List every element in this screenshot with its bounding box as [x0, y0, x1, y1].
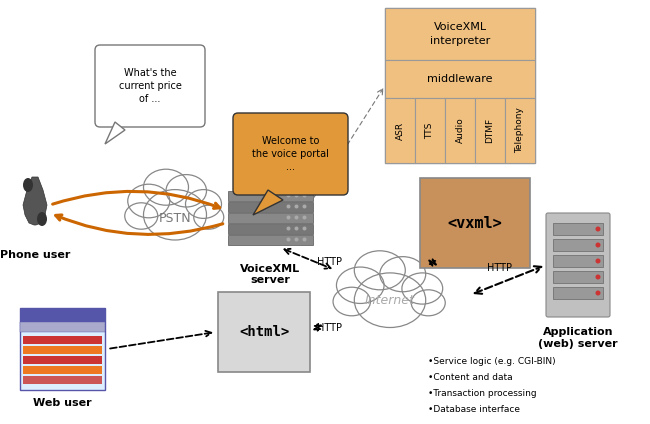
Text: DTMF: DTMF	[486, 118, 495, 143]
Text: HTTP: HTTP	[317, 257, 343, 267]
Circle shape	[595, 274, 601, 279]
Ellipse shape	[125, 203, 158, 229]
FancyBboxPatch shape	[23, 336, 102, 344]
FancyBboxPatch shape	[20, 308, 105, 390]
Text: PSTN: PSTN	[159, 212, 191, 224]
Text: •Service logic (e.g. CGI-BIN): •Service logic (e.g. CGI-BIN)	[428, 357, 556, 366]
FancyBboxPatch shape	[553, 287, 603, 299]
Text: Phone user: Phone user	[0, 250, 70, 260]
Ellipse shape	[380, 257, 426, 292]
Text: •Transaction processing: •Transaction processing	[428, 389, 537, 398]
Polygon shape	[253, 190, 283, 215]
FancyBboxPatch shape	[385, 60, 535, 98]
FancyBboxPatch shape	[475, 98, 505, 163]
FancyBboxPatch shape	[233, 113, 348, 195]
Circle shape	[287, 226, 291, 231]
Polygon shape	[105, 122, 125, 144]
Text: VoiceXML
server: VoiceXML server	[240, 263, 300, 285]
FancyBboxPatch shape	[445, 98, 475, 163]
Text: HTTP: HTTP	[488, 263, 512, 273]
Circle shape	[595, 290, 601, 296]
Ellipse shape	[144, 190, 207, 240]
FancyBboxPatch shape	[95, 45, 205, 127]
Ellipse shape	[128, 184, 170, 218]
FancyBboxPatch shape	[20, 308, 105, 322]
Circle shape	[302, 237, 307, 242]
Circle shape	[302, 215, 307, 220]
FancyBboxPatch shape	[553, 271, 603, 283]
FancyBboxPatch shape	[415, 98, 445, 163]
FancyBboxPatch shape	[420, 178, 530, 268]
Ellipse shape	[23, 178, 33, 192]
Circle shape	[287, 215, 291, 220]
Circle shape	[294, 215, 298, 220]
Circle shape	[294, 226, 298, 231]
FancyBboxPatch shape	[23, 376, 102, 384]
Ellipse shape	[144, 169, 188, 205]
Circle shape	[595, 226, 601, 232]
Ellipse shape	[354, 251, 406, 290]
FancyBboxPatch shape	[553, 239, 603, 251]
Text: VoiceXML
interpreter: VoiceXML interpreter	[430, 22, 490, 46]
Ellipse shape	[194, 205, 224, 229]
Circle shape	[302, 226, 307, 231]
FancyBboxPatch shape	[227, 212, 313, 223]
FancyBboxPatch shape	[23, 366, 102, 374]
Text: Telephony: Telephony	[515, 108, 525, 153]
FancyBboxPatch shape	[546, 213, 610, 317]
Ellipse shape	[333, 287, 370, 316]
FancyBboxPatch shape	[385, 8, 535, 163]
FancyBboxPatch shape	[218, 292, 310, 372]
Text: •Database interface: •Database interface	[428, 405, 520, 414]
Text: TTS: TTS	[426, 122, 434, 139]
Text: What's the
current price
of ...: What's the current price of ...	[118, 68, 181, 104]
Text: Web user: Web user	[33, 398, 92, 408]
Ellipse shape	[37, 212, 47, 226]
Polygon shape	[23, 177, 47, 225]
Circle shape	[294, 237, 298, 242]
Ellipse shape	[185, 190, 222, 218]
Text: •Content and data: •Content and data	[428, 373, 513, 382]
FancyBboxPatch shape	[227, 201, 313, 212]
FancyBboxPatch shape	[227, 223, 313, 234]
FancyBboxPatch shape	[385, 98, 415, 163]
Text: ASR: ASR	[395, 121, 404, 139]
Circle shape	[287, 193, 291, 198]
Circle shape	[287, 204, 291, 209]
FancyBboxPatch shape	[505, 98, 535, 163]
Circle shape	[294, 204, 298, 209]
Text: Internet: Internet	[365, 293, 415, 307]
Circle shape	[595, 259, 601, 263]
Circle shape	[287, 237, 291, 242]
Ellipse shape	[337, 267, 384, 304]
Circle shape	[294, 193, 298, 198]
Text: Audio: Audio	[456, 117, 465, 143]
Circle shape	[302, 204, 307, 209]
Circle shape	[302, 193, 307, 198]
FancyBboxPatch shape	[227, 234, 313, 245]
FancyBboxPatch shape	[227, 190, 313, 201]
FancyBboxPatch shape	[23, 356, 102, 364]
Ellipse shape	[402, 273, 443, 304]
Text: Application
(web) server: Application (web) server	[538, 327, 617, 349]
FancyBboxPatch shape	[20, 322, 105, 332]
FancyBboxPatch shape	[23, 346, 102, 354]
FancyBboxPatch shape	[553, 223, 603, 235]
Text: middleware: middleware	[427, 74, 493, 84]
Text: <html>: <html>	[239, 325, 289, 339]
Text: HTTP: HTTP	[317, 323, 343, 333]
FancyBboxPatch shape	[553, 255, 603, 267]
Circle shape	[595, 243, 601, 248]
Ellipse shape	[411, 290, 445, 316]
FancyBboxPatch shape	[385, 8, 535, 60]
Ellipse shape	[166, 175, 207, 207]
Text: Welcome to
the voice portal
...: Welcome to the voice portal ...	[252, 136, 329, 172]
Ellipse shape	[354, 273, 426, 327]
Text: <vxml>: <vxml>	[448, 215, 502, 231]
